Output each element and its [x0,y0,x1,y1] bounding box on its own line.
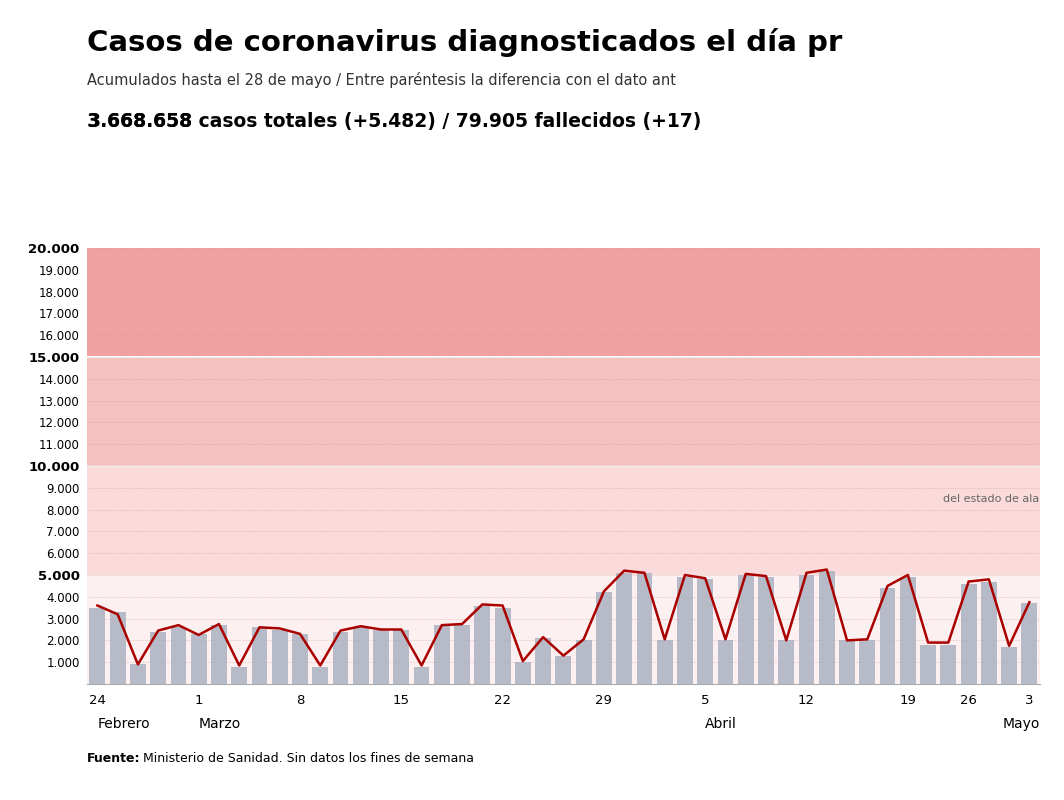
Bar [414,666,430,684]
Bar [394,630,410,684]
Bar [87,466,1040,575]
Text: Casos de coronavirus diagnosticados el día pr: Casos de coronavirus diagnosticados el d… [87,28,843,57]
Bar [89,608,105,684]
Bar [150,632,166,684]
Bar [555,656,571,684]
Bar [271,630,287,684]
Bar [596,593,612,684]
Bar [860,640,876,684]
Text: Acumulados hasta el 28 de mayo / Entre paréntesis la diferencia con el dato ant: Acumulados hasta el 28 de mayo / Entre p… [87,72,677,88]
Bar [211,625,227,684]
Text: Fuente:: Fuente: [87,752,140,765]
Bar [1021,603,1037,684]
Text: Ministerio de Sanidad. Sin datos los fines de semana: Ministerio de Sanidad. Sin datos los fin… [139,752,475,765]
Bar [475,606,491,684]
Bar [190,634,206,684]
Text: 3.668.658 casos totales (+5.482) / 79.905 fallecidos (+17): 3.668.658 casos totales (+5.482) / 79.90… [87,112,701,131]
Text: 3.668.658: 3.668.658 [87,112,193,131]
Bar [87,357,1040,466]
Bar [799,575,814,684]
Bar [251,627,267,684]
Bar [717,640,733,684]
Bar [87,248,1040,357]
Bar [697,579,713,684]
Bar [434,625,450,684]
Bar [880,588,896,684]
Bar [130,664,146,684]
Bar [515,662,531,684]
Text: Marzo: Marzo [199,718,240,731]
Bar [941,645,957,684]
Bar [576,640,592,684]
Bar [758,577,774,684]
Bar [535,638,551,684]
Bar [656,640,672,684]
Bar [293,634,307,684]
Text: del estado de ala: del estado de ala [944,494,1040,504]
Bar [231,666,247,684]
Bar [170,627,186,684]
Text: Febrero: Febrero [98,718,150,731]
Bar [737,575,753,684]
Bar [333,632,348,684]
Bar [495,608,511,684]
Text: Abril: Abril [705,718,737,731]
Bar [900,577,916,684]
Bar [313,666,328,684]
Bar [636,573,652,684]
Text: Mayo: Mayo [1002,718,1040,731]
Bar [454,625,470,684]
Bar [87,575,1040,684]
Bar [839,640,855,684]
Bar [1001,647,1017,684]
Bar [373,630,389,684]
Bar [677,577,693,684]
Bar [819,570,834,684]
Bar [353,627,369,684]
Bar [920,645,936,684]
Bar [616,573,632,684]
Bar [110,612,126,684]
Bar [981,582,997,684]
Bar [779,640,794,684]
Bar [961,584,977,684]
